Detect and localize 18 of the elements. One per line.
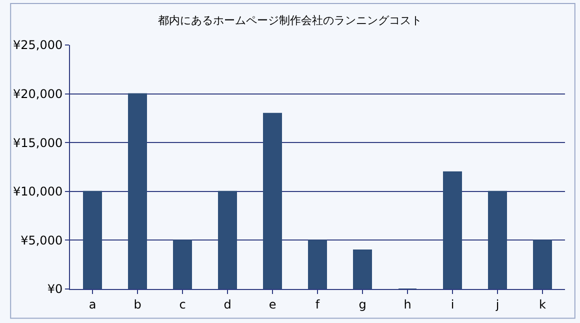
x-tick-label: d xyxy=(224,297,232,312)
x-tick-label: i xyxy=(450,297,454,312)
x-tick-label: g xyxy=(358,297,366,312)
x-tick-label: j xyxy=(494,297,500,312)
x-tick-label: e xyxy=(268,297,276,312)
x-tick-label: a xyxy=(88,297,96,312)
x-tick-label: b xyxy=(134,297,142,312)
y-tick-label: ¥5,000 xyxy=(20,233,63,248)
y-tick-label: ¥25,000 xyxy=(12,38,63,52)
y-tick-label: ¥10,000 xyxy=(12,184,63,199)
y-tick-label: ¥0 xyxy=(47,282,63,296)
y-tick-label: ¥15,000 xyxy=(12,136,63,150)
x-tick-label: h xyxy=(404,297,412,312)
y-tick-label: ¥20,000 xyxy=(12,87,63,101)
x-tick-label: c xyxy=(179,297,186,312)
chart-title: 都内にあるホームページ制作会社のランニングコスト xyxy=(158,14,422,27)
x-tick-label: k xyxy=(539,297,546,312)
x-tick-label: f xyxy=(315,297,320,312)
